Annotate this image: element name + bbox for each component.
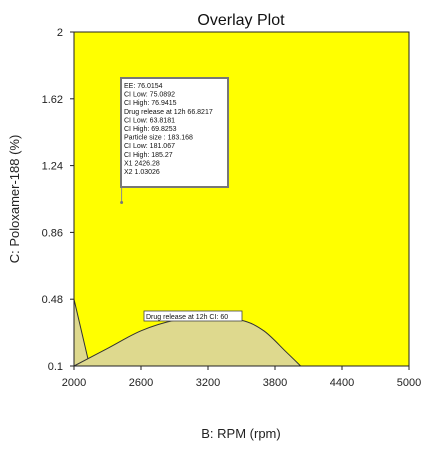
contour-label-text: Drug release at 12h CI: 60 <box>146 314 228 321</box>
y-axis-title: C: Poloxamer-188 (%) <box>7 135 22 264</box>
flag-line-text: CI Low: 75.0892 <box>124 92 175 99</box>
x-axis-title: B: RPM (rpm) <box>201 426 280 441</box>
flag-line-text: CI High: 76.9415 <box>124 100 177 107</box>
y-tick-label: 2 <box>57 27 63 39</box>
x-tick-label: 3200 <box>196 377 220 389</box>
y-tick-label: 1.62 <box>42 94 63 106</box>
flag-line-text: EE: 76.0154 <box>124 83 163 90</box>
flag-line-text: CI Low: 181.067 <box>124 143 175 150</box>
flag-line-text: Drug release at 12h 66.8217 <box>124 109 213 116</box>
y-axis: 0.1 0.48 0.86 1.24 1.62 2 <box>42 27 74 373</box>
y-tick-label: 0.48 <box>42 294 63 306</box>
y-tick-label: 0.1 <box>48 361 63 373</box>
x-axis: 2000 2600 3200 3800 4400 5000 <box>62 366 421 389</box>
y-tick-label: 0.86 <box>42 227 63 239</box>
flag-line-text: X1 2426.28 <box>124 160 160 167</box>
flag-point <box>120 200 124 204</box>
x-tick-label: 3800 <box>263 377 287 389</box>
flag-line-text: CI Low: 63.8181 <box>124 117 175 124</box>
x-tick-label: 2000 <box>62 377 86 389</box>
contour-label: Drug release at 12h CI: 60 <box>143 310 243 322</box>
x-tick-label: 2600 <box>129 377 153 389</box>
plot-border <box>73 31 410 367</box>
chart-title: Overlay Plot <box>197 12 285 29</box>
y-tick-label: 1.24 <box>42 161 63 173</box>
flag-box: EE: 76.0154 CI Low: 75.0892 CI High: 76.… <box>120 77 229 188</box>
x-tick-label: 4400 <box>330 377 354 389</box>
flag-line-text: X2 1.03026 <box>124 169 160 176</box>
flag-line-text: CI High: 185.27 <box>124 152 173 159</box>
flag-line-text: CI High: 69.8253 <box>124 126 177 133</box>
x-tick-label: 5000 <box>397 377 421 389</box>
flag-line-text: Particle size : 183.168 <box>124 135 193 142</box>
